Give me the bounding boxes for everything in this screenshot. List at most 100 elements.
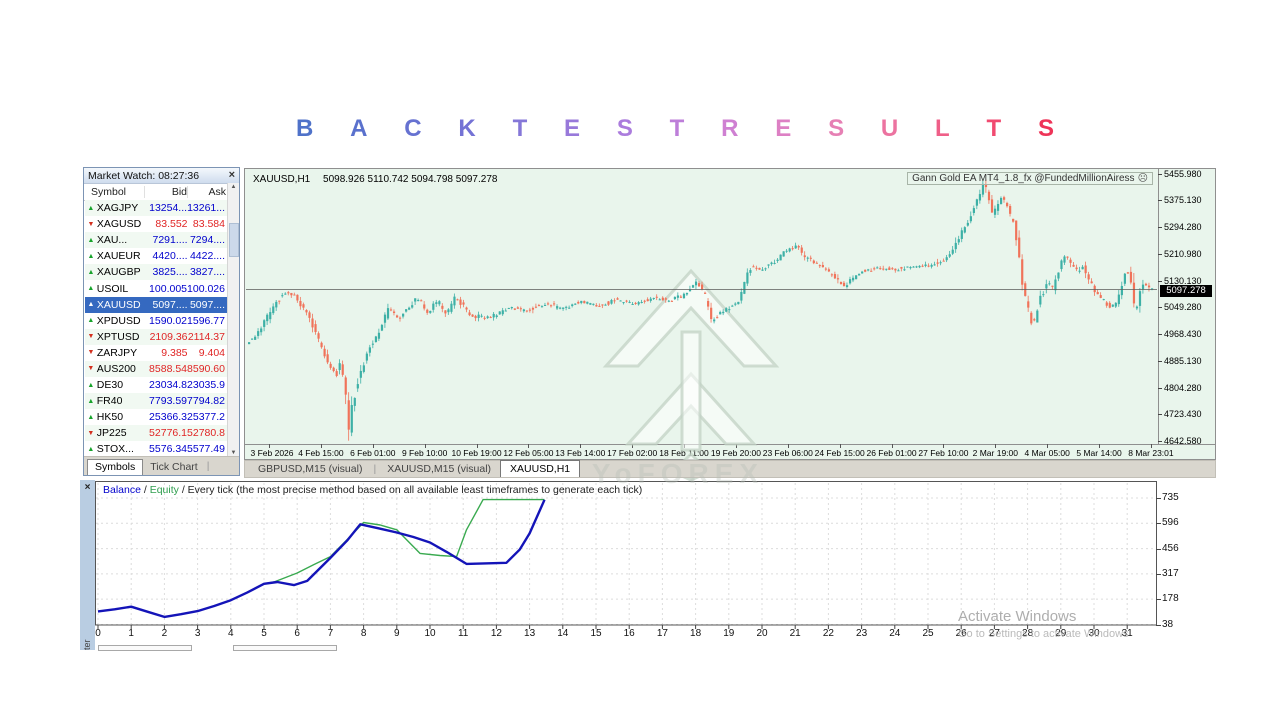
price-tick <box>1158 414 1162 416</box>
chart-tab-xauusd-h1[interactable]: XAUUSD,H1 <box>500 460 581 477</box>
graph-y-tick-label: 596 <box>1162 517 1179 529</box>
chart-header: XAUUSD,H1 5098.926 5110.742 5094.798 509… <box>253 174 497 185</box>
bid-cell: 5576.34 <box>149 443 188 456</box>
market-watch-title: Market Watch: 08:27:36 <box>88 169 200 182</box>
title-letter: K <box>458 115 476 142</box>
graph-x-tick-label: 30 <box>1088 628 1100 639</box>
arrow-up-icon: ▲ <box>87 317 95 325</box>
symbol-cell: XAUUSD <box>96 298 147 311</box>
close-icon[interactable]: × <box>84 482 91 493</box>
time-tick <box>1047 444 1049 448</box>
arrow-up-icon: ▲ <box>87 285 95 293</box>
market-watch-tab-tick-chart[interactable]: Tick Chart <box>150 461 198 473</box>
price-tick-label: 4885.130 <box>1164 355 1202 366</box>
time-tick-label: 24 Feb 15:00 <box>814 448 865 458</box>
market-watch-row-XAGJPY[interactable]: ▲ XAGJPY 13254... 13261... <box>85 200 227 217</box>
arrow-up-icon: ▲ <box>87 381 95 389</box>
market-watch-row-XPTUSD[interactable]: ▼ XPTUSD 2109.36 2114.37 <box>85 328 227 345</box>
column-header-bid[interactable]: Bid <box>144 186 187 198</box>
price-tick-label: 4804.280 <box>1164 382 1202 393</box>
market-watch-row-ZARJPY[interactable]: ▼ ZARJPY 9.385 9.404 <box>85 344 227 361</box>
market-watch-tab-symbols[interactable]: Symbols <box>87 459 144 475</box>
ask-cell: 8590.60 <box>187 362 225 375</box>
market-watch-rows: ▲ XAGJPY 13254... 13261... ▼ XAGUSD 83.552 83.5… <box>85 200 227 458</box>
ask-cell: 9.404 <box>198 346 225 359</box>
graph-y-tick-label: 178 <box>1162 593 1179 605</box>
scrollbar[interactable]: ▲ ▼ <box>227 183 239 457</box>
price-tick <box>1158 173 1162 175</box>
time-tick <box>1150 444 1152 448</box>
time-tick-label: 4 Mar 05:00 <box>1024 448 1070 458</box>
time-tick <box>424 444 426 448</box>
market-watch-row-HK50[interactable]: ▲ HK50 25366.3 25377.2 <box>85 409 227 426</box>
column-header-symbol[interactable]: Symbol <box>91 186 127 198</box>
graph-y-tick <box>1156 523 1161 525</box>
arrow-down-icon: ▼ <box>87 220 95 228</box>
market-watch-row-AUS200[interactable]: ▼ AUS200 8588.54 8590.60 <box>85 360 227 378</box>
arrow-up-icon: ▲ <box>87 413 95 421</box>
market-watch-row-XAUGBP[interactable]: ▲ XAUGBP 3825.... 3827.... <box>85 264 227 281</box>
ask-cell: 1596.77 <box>187 314 225 327</box>
title-letter: T <box>512 115 528 142</box>
price-tick <box>1158 334 1162 335</box>
chart-tab-xauusd-m15-visual-[interactable]: XAUUSD,M15 (visual) <box>387 463 492 475</box>
title-letter: U <box>880 115 899 142</box>
arrow-up-icon: ▲ <box>87 236 95 244</box>
graph-x-tick-label: 18 <box>690 628 702 639</box>
market-watch-row-XAUEUR[interactable]: ▲ XAUEUR 4420.... 4422.... <box>85 248 227 265</box>
tester-vertical-tab[interactable]: Tester <box>82 639 92 650</box>
clipped-window-fragment <box>98 645 192 651</box>
bid-cell: 9.385 <box>161 346 188 359</box>
arrow-up-icon: ▲ <box>85 301 97 309</box>
ask-cell: 7794.82 <box>187 395 225 408</box>
title-letter: R <box>721 115 739 142</box>
title-letter: E <box>775 115 792 142</box>
market-watch-row-XPDUSD[interactable]: ▲ XPDUSD 1590.02 1596.77 <box>85 312 227 329</box>
graph-x-tick-label: 8 <box>360 628 367 639</box>
scroll-down-icon[interactable]: ▼ <box>230 450 237 456</box>
market-watch-row-FR40[interactable]: ▲ FR40 7793.59 7794.82 <box>85 393 227 410</box>
bid-cell: 52776.1 <box>149 427 188 440</box>
market-watch-row-XAU[interactable]: ▲ XAU... 7291.... 7294.... <box>85 232 227 249</box>
arrow-up-icon: ▲ <box>87 445 95 453</box>
price-tick <box>1158 307 1162 309</box>
market-watch-row-STOX[interactable]: ▲ STOX... 5576.34 5577.49 <box>85 441 227 458</box>
activate-line1: Activate Windows <box>958 608 1077 625</box>
market-watch-row-DE30[interactable]: ▲ DE30 23034.8 23035.9 <box>85 377 227 394</box>
backtest-graph[interactable] <box>95 481 1157 631</box>
chart-tab-gbpusd-m15-visual-[interactable]: GBPUSD,M15 (visual) <box>258 463 363 475</box>
time-tick <box>320 444 322 448</box>
time-tick-label: 13 Feb 14:00 <box>555 448 606 458</box>
chart-window[interactable]: XAUUSD,H1 5098.926 5110.742 5094.798 509… <box>244 168 1216 481</box>
price-tick-label: 4723.430 <box>1164 409 1202 420</box>
time-tick-label: 9 Feb 10:00 <box>401 448 448 458</box>
market-watch-row-JP225[interactable]: ▼ JP225 52776.1 52780.8 <box>85 425 227 442</box>
title-letter: C <box>404 115 422 142</box>
symbol-cell: XAUEUR <box>96 250 141 263</box>
column-header-ask[interactable]: Ask <box>187 186 228 198</box>
title-letter: B <box>296 115 314 142</box>
graph-y-tick <box>1156 573 1161 575</box>
time-tick <box>735 444 737 448</box>
scroll-up-icon[interactable]: ▲ <box>230 184 237 190</box>
time-tick <box>269 444 270 448</box>
time-tick <box>476 444 478 448</box>
graph-x-tick-label: 24 <box>889 628 901 639</box>
symbol-cell: AUS200 <box>96 362 136 375</box>
bid-cell: 13254... <box>149 202 188 215</box>
close-icon[interactable]: × <box>228 169 235 181</box>
arrow-down-icon: ▼ <box>87 365 95 373</box>
price-tick-label: 4642.580 <box>1164 436 1202 446</box>
graph-x-tick-label: 10 <box>424 628 436 639</box>
market-watch-row-XAGUSD[interactable]: ▼ XAGUSD 83.552 83.584 <box>85 216 227 233</box>
arrow-down-icon: ▼ <box>87 333 95 341</box>
market-watch-row-XAUUSD[interactable]: ▲ XAUUSD 5097.... 5097.... <box>85 296 227 313</box>
symbol-cell: XAGJPY <box>96 202 139 215</box>
graph-y-tick-label: 456 <box>1162 542 1179 554</box>
price-tick-label: 5049.280 <box>1164 302 1202 313</box>
graph-x-tick-label: 0 <box>95 628 101 639</box>
tab-separator: | <box>206 460 210 472</box>
market-watch-row-USOIL[interactable]: ▲ USOIL 100.005 100.026 <box>85 280 227 297</box>
candlestick-chart[interactable] <box>246 169 1157 445</box>
scrollbar-thumb[interactable] <box>229 223 239 257</box>
